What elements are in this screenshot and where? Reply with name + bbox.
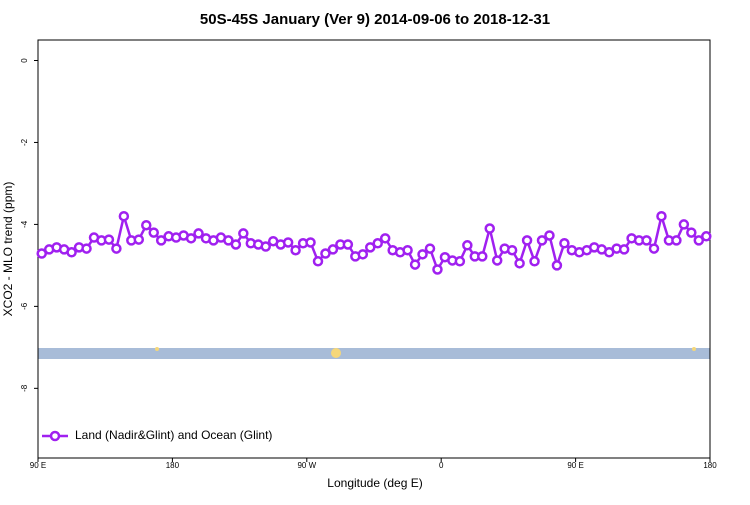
point [686, 227, 697, 238]
point [148, 227, 159, 238]
point [290, 244, 301, 256]
land-spot [331, 348, 341, 358]
point [223, 235, 234, 246]
point [678, 219, 690, 230]
x-axis-label: Longitude (deg E) [327, 476, 422, 490]
surface-strip [38, 348, 710, 359]
x-tick-label: 0 [439, 461, 444, 470]
point [327, 244, 339, 255]
point [484, 223, 495, 234]
point [551, 260, 563, 271]
point [536, 235, 548, 246]
point [111, 243, 122, 254]
point [238, 228, 249, 239]
chart-title: 50S-45S January (Ver 9) 2014-09-06 to 20… [200, 11, 550, 28]
point [521, 235, 533, 246]
point [365, 242, 376, 253]
point [36, 248, 47, 259]
x-tick-label: 180 [166, 461, 180, 470]
point [424, 243, 436, 254]
point [260, 241, 271, 252]
x-tick-label: 180 [703, 461, 717, 470]
point [409, 259, 421, 270]
y-tick-label: -2 [20, 138, 29, 146]
point [193, 228, 204, 239]
point [305, 237, 316, 248]
point [701, 231, 712, 242]
point [417, 249, 428, 260]
point [432, 264, 443, 275]
y-axis-label: XCO2 - MLO trend (ppm) [1, 182, 15, 317]
point [372, 238, 383, 249]
land-spot [155, 347, 159, 351]
point [671, 235, 682, 246]
point [155, 235, 167, 246]
point [514, 258, 525, 269]
point [141, 219, 152, 231]
point [648, 243, 660, 254]
point [693, 235, 705, 246]
land-spot [692, 347, 696, 351]
y-tick-label: -8 [20, 384, 29, 392]
y-tick-label: -6 [20, 302, 29, 310]
point [618, 244, 630, 255]
point [544, 230, 555, 241]
point [342, 239, 354, 250]
y-tick-label: 0 [20, 58, 29, 63]
point [103, 234, 115, 245]
point [491, 255, 503, 266]
legend-label: Land (Nadir&Glint) and Ocean (Glint) [75, 428, 272, 442]
point [477, 251, 488, 262]
point [230, 239, 242, 250]
point [379, 233, 391, 244]
point [282, 237, 294, 248]
point [402, 244, 413, 256]
point [454, 256, 466, 267]
point [118, 210, 130, 222]
point [559, 238, 570, 249]
point [320, 248, 331, 259]
point [66, 247, 77, 258]
point [656, 210, 667, 222]
point [506, 244, 518, 256]
point [529, 256, 540, 267]
point [312, 256, 324, 267]
plot-frame [37, 39, 711, 459]
x-tick-label: 90 W [297, 461, 316, 470]
x-tick-label: 90 E [567, 461, 583, 470]
x-tick-label: 90 E [30, 461, 46, 470]
point [641, 235, 652, 246]
point [185, 233, 197, 244]
point [462, 240, 473, 251]
legend-marker [49, 430, 61, 442]
point [81, 243, 92, 254]
point [357, 249, 369, 260]
point [133, 234, 145, 245]
y-tick-label: -4 [20, 220, 29, 228]
